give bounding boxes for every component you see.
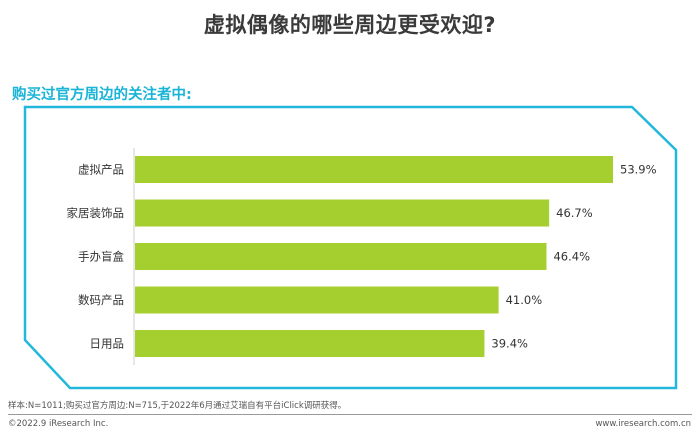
frame-border bbox=[23, 105, 678, 390]
bar bbox=[135, 156, 613, 183]
sample-note: 样本:N=1011;购买过官方周边:N=715,于2022年6月通过艾瑞自有平台… bbox=[8, 401, 347, 411]
bar bbox=[135, 199, 550, 227]
bar bbox=[135, 243, 547, 270]
category-label: 日用品 bbox=[90, 337, 125, 351]
category-label: 手办盲盒 bbox=[78, 250, 124, 264]
footer-divider bbox=[8, 414, 692, 415]
bar-chart: 虚拟产品 53.9% 家居装饰品 46.7% 手办盲盒 46.4% 数码产品 41.0% 日用品… bbox=[67, 148, 657, 365]
section-subtitle: 购买过官方周边的关注者中: bbox=[12, 87, 192, 103]
value-label: 39.4% bbox=[491, 337, 528, 351]
value-label: 41.0% bbox=[506, 293, 543, 307]
bar bbox=[135, 330, 485, 357]
chart-frame bbox=[23, 105, 678, 390]
bar bbox=[135, 286, 499, 314]
footer-website: www.iresearch.com.cn bbox=[595, 419, 691, 429]
value-label: 46.7% bbox=[556, 206, 593, 220]
footer-copyright: ©2022.9 iResearch Inc. bbox=[8, 419, 109, 429]
category-label: 数码产品 bbox=[78, 293, 124, 307]
value-label: 46.4% bbox=[553, 250, 590, 264]
category-label: 家居装饰品 bbox=[67, 206, 125, 220]
category-label: 虚拟产品 bbox=[78, 163, 124, 177]
page-title: 虚拟偶像的哪些周边更受欢迎? bbox=[203, 13, 497, 37]
value-label: 53.9% bbox=[620, 163, 657, 177]
